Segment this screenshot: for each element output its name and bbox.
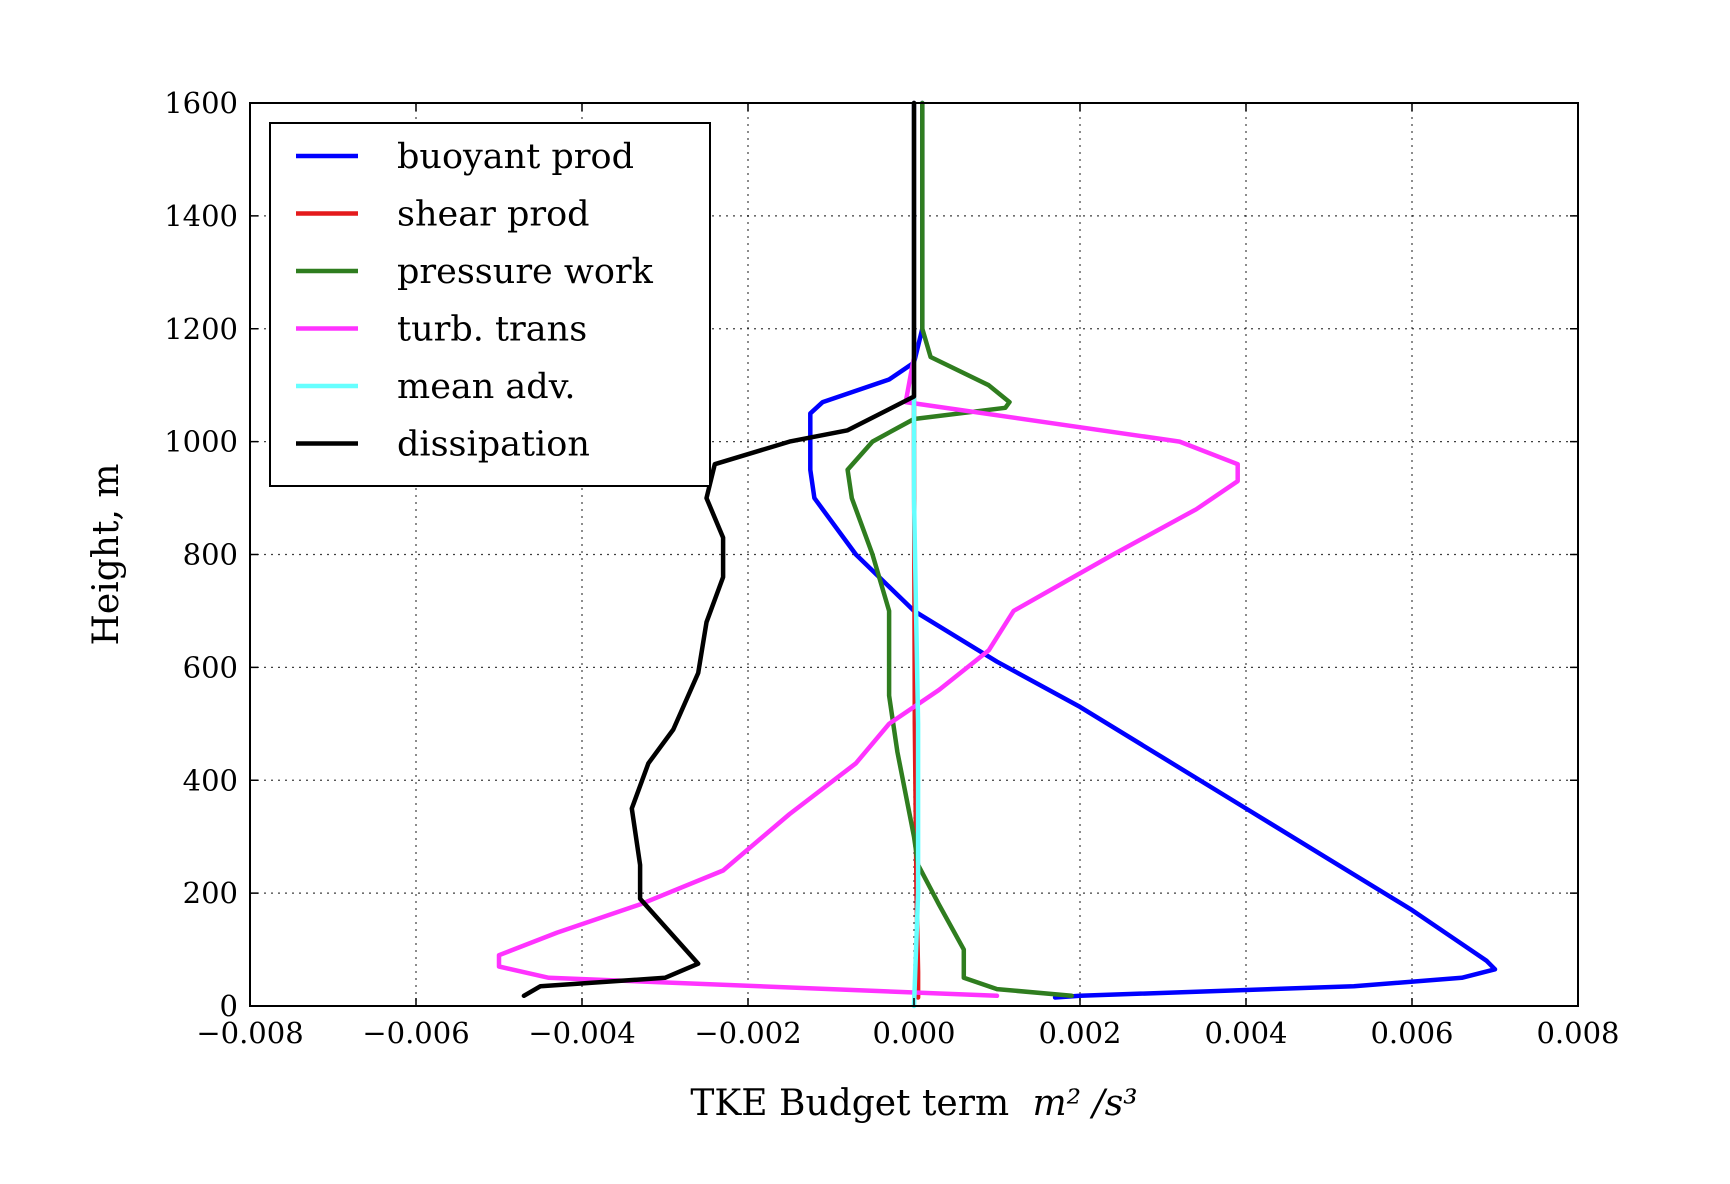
legend-item-shear-prod: shear prod <box>296 195 590 235</box>
legend-item-buoyant-prod: buoyant prod <box>296 137 634 177</box>
legend: buoyant prod shear prod pressure work turb.… <box>269 122 711 487</box>
legend-label: pressure work <box>397 252 654 292</box>
legend-items: buoyant prod shear prod pressure work turb.… <box>296 137 654 465</box>
y-tick-label: 1400 <box>164 199 238 233</box>
legend-label: dissipation <box>397 425 590 465</box>
series-line-turb-trans <box>496 100 1240 999</box>
x-tick-label: 0.008 <box>1536 1016 1619 1050</box>
x-axis-label-unit: m² /s³ <box>1033 1083 1138 1124</box>
legend-label: shear prod <box>397 195 590 235</box>
y-tick-label: 1200 <box>164 312 238 346</box>
legend-item-mean-adv: mean adv. <box>296 367 575 407</box>
x-tick-label: 0.000 <box>872 1016 955 1050</box>
series-line-pressure-work <box>845 100 1074 999</box>
legend-item-pressure-work: pressure work <box>296 252 654 292</box>
x-tick-label: 0.006 <box>1370 1016 1453 1050</box>
y-tick-label: 1600 <box>164 86 238 120</box>
y-tick-label: 200 <box>183 876 238 910</box>
y-tick-label: 0 <box>220 989 238 1023</box>
grid-layer <box>250 103 1578 1006</box>
legend-label: buoyant prod <box>397 137 634 177</box>
x-tick-label: −0.008 <box>196 1016 303 1050</box>
legend-item-turb-trans: turb. trans <box>296 310 587 350</box>
legend-item-dissipation: dissipation <box>296 425 590 465</box>
x-tick-label: −0.004 <box>528 1016 635 1050</box>
series-layer <box>496 100 1498 1009</box>
legend-label: mean adv. <box>397 367 575 407</box>
x-tick-label: −0.006 <box>362 1016 469 1050</box>
x-axis-label: TKE Budget term m² /s³ <box>690 1083 1137 1124</box>
x-axis-label-text: TKE Budget term <box>690 1083 1009 1124</box>
legend-box <box>269 122 711 487</box>
series-line-buoyant-prod <box>808 100 1498 1000</box>
x-tick-label: 0.004 <box>1204 1016 1287 1050</box>
series-line-dissipation <box>521 100 917 999</box>
x-tick-label: −0.002 <box>694 1016 801 1050</box>
y-tick-label: 400 <box>183 763 238 797</box>
y-axis-label: Height, m <box>86 464 127 646</box>
legend-label: turb. trans <box>397 310 587 350</box>
x-tick-label: 0.002 <box>1038 1016 1121 1050</box>
tick-layer: −0.008 −0.006 −0.004 −0.002 0.000 0.002 0.004 0… <box>164 86 1619 1050</box>
y-tick-label: 1000 <box>164 425 238 459</box>
y-tick-label: 600 <box>183 650 238 684</box>
y-tick-label: 800 <box>183 538 238 572</box>
